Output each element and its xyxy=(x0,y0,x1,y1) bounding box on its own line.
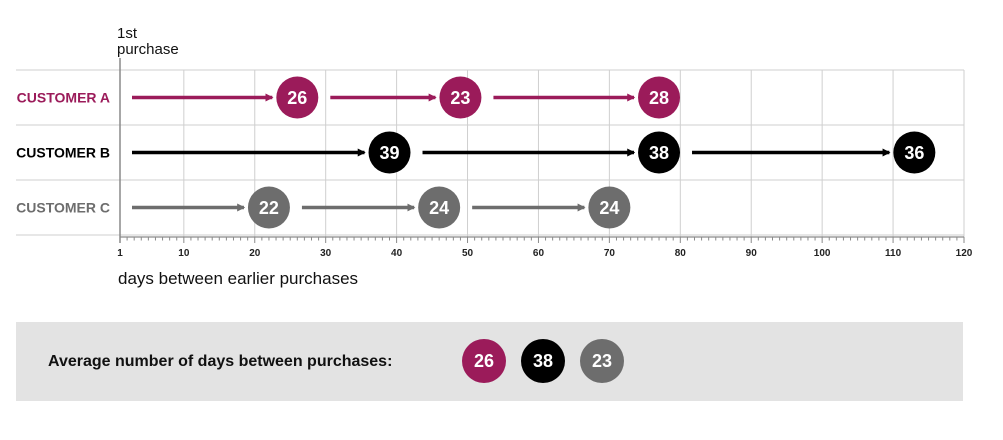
interval-value-label: 22 xyxy=(259,198,279,218)
average-badge-customer-b: 38 xyxy=(521,339,565,383)
purchase-marker xyxy=(638,76,681,119)
x-tick-label: 80 xyxy=(675,248,687,259)
x-tick-label: 1 xyxy=(117,248,123,259)
average-panel: Average number of days between purchases… xyxy=(16,322,963,401)
purchase-marker xyxy=(368,131,411,174)
interval-value-label: 24 xyxy=(429,198,449,218)
series-label: CUSTOMER B xyxy=(16,145,110,161)
series-row: CUSTOMER C 22 24 24 xyxy=(16,186,631,229)
purchase-marker xyxy=(247,186,290,229)
purchase-marker xyxy=(893,131,936,174)
series-row: CUSTOMER B 39 38 36 xyxy=(16,131,936,174)
x-tick-label: 50 xyxy=(462,248,474,259)
x-tick-label: 30 xyxy=(320,248,332,259)
x-tick-label: 120 xyxy=(956,248,973,259)
x-tick-label: 70 xyxy=(604,248,616,259)
interval-value-label: 28 xyxy=(649,88,669,108)
first-purchase-label-line: purchase xyxy=(117,41,179,58)
interval-value-label: 26 xyxy=(287,88,307,108)
x-tick-label: 90 xyxy=(746,248,758,259)
x-tick-label: 100 xyxy=(814,248,831,259)
purchase-marker xyxy=(439,76,482,119)
interval-value-label: 24 xyxy=(599,198,619,218)
x-tick-label: 10 xyxy=(178,248,190,259)
interval-value-label: 23 xyxy=(450,88,470,108)
purchase-marker xyxy=(588,186,631,229)
series-row: CUSTOMER A 26 23 28 xyxy=(17,76,681,119)
series-label: CUSTOMER A xyxy=(17,90,110,106)
x-axis: 1 10 20 30 40 50 60 70 80 90 100 110 120 xyxy=(117,236,973,259)
interval-value-label: 38 xyxy=(649,143,669,163)
average-label: Average number of days between purchases… xyxy=(48,353,393,370)
x-tick-label: 60 xyxy=(533,248,545,259)
interval-value-label: 39 xyxy=(379,143,399,163)
series-label: CUSTOMER C xyxy=(16,200,110,216)
purchase-marker xyxy=(276,76,319,119)
average-badge-customer-a: 26 xyxy=(462,339,506,383)
x-tick-label: 40 xyxy=(391,248,403,259)
x-axis-title: days between earlier purchases xyxy=(118,269,358,288)
interval-value-label: 36 xyxy=(904,143,924,163)
chart-grid xyxy=(16,58,965,243)
first-purchase-label-line: 1st xyxy=(117,25,138,42)
purchase-marker xyxy=(638,131,681,174)
purchase-marker xyxy=(418,186,461,229)
average-badge-customer-c: 23 xyxy=(580,339,624,383)
first-purchase-label: 1st purchase xyxy=(117,25,179,58)
x-tick-label: 20 xyxy=(249,248,261,259)
x-tick-label: 110 xyxy=(885,248,902,259)
